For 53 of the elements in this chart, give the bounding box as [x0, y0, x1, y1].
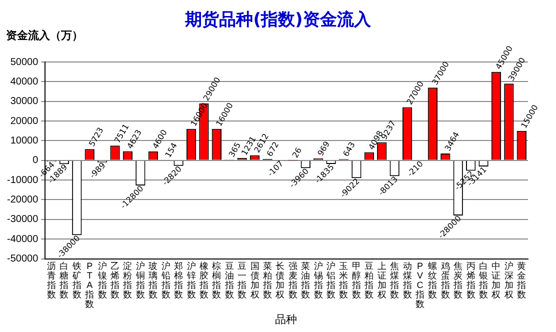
x-tick-label: 丙烯指数 — [465, 260, 476, 300]
chart-title: 期货品种(指数)资金流入 — [185, 10, 371, 30]
x-tick-label: 焦炭指数 — [452, 260, 463, 300]
x-tick-label: 豆粕指数 — [364, 260, 374, 300]
x-tick-label: 白银指数 — [478, 260, 488, 300]
x-tick-label: 沥青指数 — [46, 260, 56, 300]
y-tick-label: -50000 — [6, 254, 39, 264]
x-tick-label: 乙烯指数 — [110, 260, 120, 300]
x-tick-label: 菜粕指数 — [262, 260, 272, 300]
x-tick-label: 沪锡指数 — [312, 260, 323, 300]
y-tick-label: -10000 — [6, 174, 39, 186]
x-tick-label: 菜油指数 — [300, 260, 310, 300]
x-tick-label: 沪深加权 — [503, 260, 514, 300]
y-tick-label: 30000 — [10, 96, 39, 108]
x-tick-label: 螺纹指数 — [427, 260, 438, 300]
x-tick-label: 豆一指数 — [236, 260, 247, 300]
y-tick-label: 0 — [32, 155, 39, 166]
x-tick-label: 鸡蛋指数 — [440, 260, 450, 300]
y-tick-label: 50000 — [10, 56, 39, 68]
x-tick-label: 沪铝指数 — [326, 260, 336, 300]
x-tick-label: PVC指数 — [414, 260, 424, 309]
x-tick-label: 动煤指数 — [402, 260, 412, 300]
y-axis-title: 资金流入（万） — [6, 28, 83, 43]
x-tick-label: 铁矿指数 — [71, 260, 82, 300]
x-tick-label: 甲醇指数 — [350, 260, 361, 300]
x-tick-label: 沪镍指数 — [96, 260, 107, 300]
x-tick-label: 棕榈指数 — [211, 260, 222, 300]
y-tick-label: 10000 — [10, 135, 39, 146]
x-tick-label: 玉米指数 — [338, 260, 348, 300]
x-tick-label: 长债加权 — [274, 260, 285, 300]
x-tick-label: 淀粉指数 — [122, 260, 132, 300]
x-tick-label: 玻璃指数 — [148, 260, 158, 300]
x-tick-label: 沪铅指数 — [160, 260, 170, 300]
x-tick-label: 橡胶指数 — [198, 260, 208, 300]
y-tick-label: 40000 — [10, 76, 39, 88]
x-tick-label: 国债加权 — [249, 260, 260, 300]
x-tick-label: 豆油指数 — [224, 260, 234, 300]
x-tick-label: 白糖指数 — [58, 260, 69, 300]
y-tick-label: -30000 — [6, 214, 39, 226]
x-tick-label: 焦煤指数 — [389, 260, 400, 300]
x-tick-label: PTA指数 — [84, 260, 94, 309]
y-tick-label: -20000 — [6, 194, 39, 206]
x-tick-label: 中证加权 — [490, 260, 501, 300]
x-tick-label: 沪锌指数 — [186, 260, 196, 300]
x-axis-title: 品种 — [275, 312, 297, 327]
x-tick-label: 上证加权 — [376, 260, 386, 300]
x-tick-label: 黄金指数 — [516, 260, 526, 300]
x-tick-label: 沪铜指数 — [134, 260, 145, 300]
x-tick-label: 郑棉指数 — [173, 260, 184, 300]
x-tick-label: 强麦指数 — [287, 260, 298, 300]
y-tick-label: 20000 — [10, 116, 39, 127]
data-label: 26 — [290, 146, 304, 160]
y-tick-label: -40000 — [6, 234, 39, 245]
